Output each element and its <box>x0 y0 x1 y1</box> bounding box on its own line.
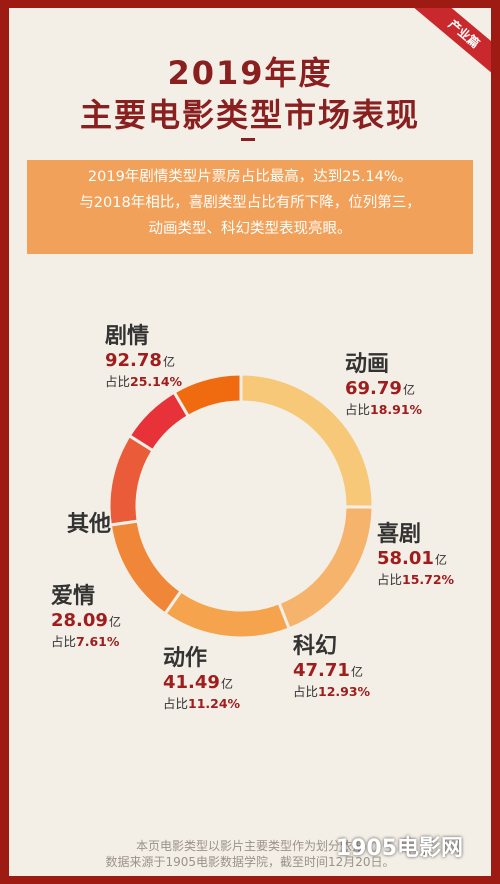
footer-note-1: 本页电影类型以影片主要类型作为划分依据 <box>135 839 364 853</box>
label-animation-share: 占比18.91% <box>345 402 423 417</box>
label-scifi-name: 科幻 <box>293 634 338 659</box>
label-animation: 动画 69.79亿 占比18.91% <box>345 346 422 418</box>
summary-line-2: 与2018年相比，喜剧类型占比有所下降，位列第三， <box>79 195 421 211</box>
label-action-share: 占比11.24% <box>163 696 241 711</box>
infographic-card: 产业篇 2019年度 主要电影类型市场表现 2019年剧情类型片票房占比最高，达… <box>9 8 491 876</box>
label-scifi-value: 47.71亿 <box>293 660 363 681</box>
title-main: 主要电影类型市场表现 <box>79 96 420 134</box>
summary-box: 2019年剧情类型片票房占比最高，达到25.14%。 与2018年相比，喜剧类型… <box>27 160 473 254</box>
label-scifi: 科幻 47.71亿 占比12.93% <box>293 628 370 700</box>
label-action: 动作 41.49亿 占比11.24% <box>163 640 240 712</box>
label-drama: 剧情 92.78亿 占比25.14% <box>105 318 182 390</box>
label-comedy: 喜剧 58.01亿 占比15.72% <box>377 516 454 588</box>
label-action-value: 41.49亿 <box>163 672 233 693</box>
label-drama-share: 占比25.14% <box>105 374 183 389</box>
donut-segment-animation <box>277 505 375 631</box>
donut-segment-action <box>107 433 156 527</box>
title-divider <box>241 138 255 141</box>
summary-line-3: 动画类型、科幻类型表现亮眼。 <box>148 221 352 237</box>
label-other-name: 其他 <box>67 512 112 537</box>
footer-note-2: 数据来源于1905电影数据学院，截至时间12月20日。 <box>105 855 395 869</box>
label-drama-value: 92.78亿 <box>105 350 175 371</box>
label-comedy-name: 喜剧 <box>377 522 422 547</box>
label-animation-value: 69.79亿 <box>345 378 415 399</box>
watermark-logo: 1905电影网 <box>335 836 463 861</box>
label-animation-name: 动画 <box>345 352 390 377</box>
donut-segment-other <box>172 372 243 419</box>
label-romance: 爱情 28.09亿 占比7.61% <box>51 578 121 650</box>
label-action-name: 动作 <box>163 646 208 671</box>
label-other: 其他 <box>67 506 111 538</box>
label-scifi-share: 占比12.93% <box>293 684 371 699</box>
summary-line-1: 2019年剧情类型片票房占比最高，达到25.14%。 <box>87 169 413 185</box>
label-comedy-share: 占比15.72% <box>377 572 455 587</box>
donut-chart <box>107 372 375 640</box>
label-comedy-value: 58.01亿 <box>377 548 447 569</box>
label-romance-name: 爱情 <box>51 584 96 609</box>
donut-segment-comedy <box>162 588 292 640</box>
donut-segment-scifi <box>108 519 184 616</box>
title-year: 2019年度 <box>167 54 333 92</box>
label-romance-share: 占比7.61% <box>51 634 120 649</box>
label-drama-name: 剧情 <box>105 324 150 349</box>
label-romance-value: 28.09亿 <box>51 610 121 631</box>
